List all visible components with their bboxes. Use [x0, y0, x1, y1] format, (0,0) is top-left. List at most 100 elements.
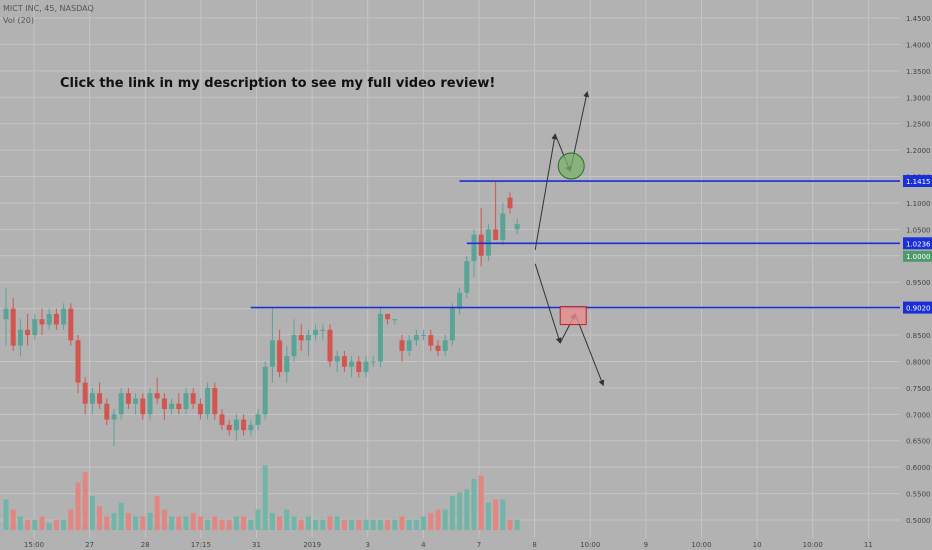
price-tick-label: 0.5000 [906, 517, 931, 525]
volume-bar [262, 465, 268, 530]
candle-body [277, 340, 283, 373]
volume-bar [10, 509, 16, 530]
candle-body [449, 308, 455, 341]
volume-bar [233, 516, 239, 530]
price-tick-label: 1.3500 [906, 68, 931, 76]
price-tick-label: 1.4000 [906, 41, 931, 49]
price-axis-bg [900, 0, 932, 550]
time-tick-label: 28 [141, 541, 150, 549]
candle-body [17, 329, 23, 346]
candle-body [190, 393, 196, 404]
volume-bar [241, 516, 247, 530]
target-circle [557, 152, 585, 180]
candle-body [392, 319, 398, 321]
volume-bar [190, 513, 196, 530]
candle-body [25, 329, 31, 336]
volume-bar [370, 519, 376, 530]
volume-bar [507, 519, 513, 530]
candle-body [363, 361, 369, 373]
candle-body [241, 419, 247, 431]
volume-bar [284, 509, 290, 530]
volume-bar [464, 489, 470, 530]
volume-bar [442, 509, 448, 530]
candle-body [377, 313, 383, 362]
volume-bar [39, 516, 45, 530]
volume-bar [25, 519, 31, 530]
volume-bar [248, 519, 254, 530]
volume-bar [399, 516, 405, 530]
volume-bar [104, 516, 110, 530]
candle-body [161, 398, 167, 410]
volume-bar [298, 519, 304, 530]
price-tick-label: 0.6500 [906, 438, 931, 446]
candle-body [111, 414, 117, 420]
candle-body [428, 335, 434, 346]
candle-body [464, 261, 470, 293]
time-tick-label: 7 [477, 541, 481, 549]
candle-body [176, 403, 182, 410]
candle-body [39, 319, 45, 325]
level-badge-label: 1.0236 [906, 240, 931, 248]
candle-body [89, 393, 95, 404]
candle-body [478, 234, 484, 256]
volume-bar [377, 519, 383, 530]
volume-bar [61, 519, 67, 530]
current-price-badge [903, 250, 932, 262]
candle-body [457, 292, 463, 309]
volume-bar [147, 513, 153, 530]
volume-bar [291, 516, 297, 530]
volume-bar [471, 479, 477, 530]
candle-body [147, 393, 153, 415]
price-tick-label: 0.6000 [906, 464, 931, 472]
time-tick-label: 2019 [303, 541, 321, 549]
volume-bar [154, 496, 160, 530]
volume-indicator-label: Vol (20) [3, 16, 34, 25]
volume-bar [485, 502, 491, 530]
current-price-label: 1.0000 [906, 253, 931, 261]
candle-body [212, 387, 218, 415]
candle-body [233, 419, 239, 431]
time-axis: 15:00 27 28 17:15 31 2019 3 4 7 8 10:00 9 10:00 10 10:… [0, 538, 932, 550]
volume-bar [226, 519, 232, 530]
volume-bar [435, 509, 441, 530]
candle-body [154, 393, 160, 399]
candle-body [97, 393, 103, 404]
time-tick-label: 10:00 [803, 541, 823, 549]
candle-body [248, 424, 254, 431]
time-tick-label: 10:00 [691, 541, 711, 549]
candle-body [10, 308, 16, 346]
arrow-up-1 [534, 133, 558, 250]
symbol-title: MICT INC, 45, NASDAQ [3, 4, 94, 13]
price-axis: 1.45001.40001.35001.30001.25001.20001.15… [900, 0, 932, 550]
candle-body [500, 213, 506, 240]
candle-body [197, 403, 203, 415]
candle-body [493, 229, 499, 240]
level-badge [903, 301, 932, 314]
volume-bar [327, 516, 333, 530]
candle-body [370, 361, 376, 363]
volume-bar [457, 492, 463, 530]
level-badge-label: 0.9020 [906, 305, 931, 313]
candle-body [313, 329, 319, 336]
candle-body [471, 234, 477, 262]
price-tick-label: 1.2500 [906, 121, 931, 129]
volume-bar [255, 509, 261, 530]
volume-bar [197, 516, 203, 530]
price-tick-label: 0.9500 [906, 279, 931, 287]
candle-body [356, 361, 362, 373]
price-tick-label: 1.0500 [906, 226, 931, 234]
volume-series [3, 465, 520, 530]
candle-body [291, 335, 297, 357]
level-badge-label: 1.1415 [906, 178, 931, 186]
candle-body [118, 393, 124, 415]
level-badge [903, 175, 932, 188]
candle-body [169, 403, 175, 410]
time-tick-label: 3 [366, 541, 370, 549]
candle-body [219, 414, 225, 425]
volume-bar [118, 502, 124, 530]
time-tick-label: 15:00 [24, 541, 44, 549]
volume-bar [334, 516, 340, 530]
candle-body [507, 197, 513, 209]
price-tick-label: 1.4500 [906, 15, 931, 23]
candle-body [68, 308, 74, 341]
